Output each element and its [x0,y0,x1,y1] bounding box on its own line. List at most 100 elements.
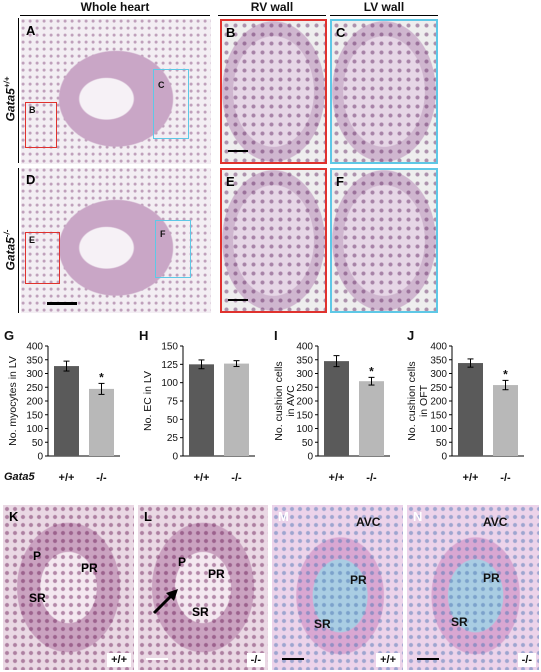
significance-star: * [369,364,374,378]
y-tick-label: 300 [26,369,43,380]
x-tick-label: -/- [231,472,242,484]
x-tick-label: -/- [500,472,511,484]
header-lv-wall: LV wall [363,0,405,14]
y-tick-label: 200 [296,397,313,408]
bar-ko [224,363,249,456]
region-label-pr: PR [350,573,367,587]
bar-wt [189,364,214,456]
panel-m-label: M [278,509,289,524]
panel-l: L P PR SR -/- [138,505,268,670]
bar-ko [89,388,114,456]
y-tick-label: 50 [436,438,448,449]
y-tick-label: 250 [430,383,447,394]
bar-ko [359,381,384,456]
region-label-avc: AVC [483,515,508,529]
y-tick-label: 150 [296,410,313,421]
region-label-sr: SR [192,605,209,619]
arrow-icon [152,589,178,615]
y-tick-label: 75 [167,397,179,408]
y-tick-label: 350 [430,355,447,366]
y-tick-label: 300 [296,369,313,380]
panel-j-label: J [407,328,414,343]
header-whole-heart: Whole heart [80,0,150,14]
y-tick-label: 250 [26,383,43,394]
significance-star: * [503,367,508,381]
y-tick-label: 50 [167,415,179,426]
genotype-badge: -/- [246,653,265,667]
y-tick-label: 350 [296,355,313,366]
panel-e-label: E [226,174,235,189]
y-tick-label: 50 [302,438,314,449]
bar-wt [324,361,349,456]
inset-box-f: F [155,220,191,278]
bar-ko [493,385,518,456]
y-axis-label: No. myocytes in LV [7,356,19,446]
panel-a-whole-heart-wt: A B C [21,19,211,164]
x-tick-label: +/+ [59,472,75,484]
y-tick-label: 300 [430,369,447,380]
scale-bar [282,658,304,660]
panel-h-label: H [139,328,148,343]
x-tick-label: +/+ [463,472,479,484]
region-label-pr: PR [81,561,98,575]
y-axis-label: No. cushion cellsin OFT [406,361,430,440]
y-tick-label: 50 [32,438,44,449]
panel-e-rv-wall-ko: E [220,168,327,313]
panel-d-whole-heart-ko: D E F [21,168,211,313]
panel-b-rv-wall-wt: B [220,19,327,164]
scale-bar [417,658,439,660]
region-label-sr: SR [314,617,331,631]
bar-wt [458,363,483,456]
region-label-pr: PR [483,571,500,585]
y-tick-label: 400 [296,342,313,353]
significance-star: * [99,370,104,384]
panel-i-label: I [274,328,278,343]
bar-charts: G 0 50 100 150 200 250 300 350 400 No. myocytes in… [4,328,524,484]
y-tick-label: 125 [161,360,178,371]
scale-bar [228,299,248,301]
region-label-p: P [178,555,187,569]
panel-g-label: G [4,328,14,343]
region-label-sr: SR [29,591,46,605]
inset-box-b: B [25,102,57,148]
y-tick-label: 400 [430,342,447,353]
panel-c-lv-wall-wt: C [330,19,438,164]
genotype-badge: +/+ [107,653,131,667]
panel-l-label: L [144,509,152,524]
region-label-pr: PR [208,567,225,581]
genotype-badge: -/- [517,653,536,667]
header-rule-whole [20,15,210,16]
y-tick-label: 100 [430,424,447,435]
x-tick-label: +/+ [194,472,210,484]
header-rule-rv [218,15,326,16]
y-tick-label: 200 [26,397,43,408]
x-tick-label: -/- [366,472,377,484]
y-tick-label: 150 [26,410,43,421]
y-tick-label: 150 [161,342,178,353]
x-tick-label: -/- [96,472,107,484]
y-axis-label: No. EC in LV [142,371,154,431]
genotype-badge: +/+ [376,653,400,667]
panel-k: K P PR SR +/+ [3,505,134,670]
y-tick-label: 0 [307,452,313,463]
row-label-ko: Gata5-/- [2,229,18,271]
x-tick-label: +/+ [329,472,345,484]
y-tick-label: 0 [441,452,447,463]
panel-n: N AVC PR SR -/- [407,505,539,670]
panel-m: M AVC PR SR +/+ [272,505,403,670]
row-rule-ko [18,168,19,313]
region-label-sr: SR [451,615,468,629]
y-axis-label: No. cushion cellsin AVC [273,361,297,440]
scale-bar [228,150,248,152]
genotype-row-label: Gata5 [4,471,35,483]
scale-bar [146,658,168,660]
y-tick-label: 0 [37,452,43,463]
panel-c-label: C [336,25,346,40]
inset-box-e: E [25,232,60,284]
panel-k-label: K [9,509,19,524]
region-label-p: P [33,549,42,563]
bar-wt [54,366,79,456]
header-rule-lv [330,15,438,16]
y-tick-label: 100 [161,378,178,389]
y-tick-label: 100 [296,424,313,435]
